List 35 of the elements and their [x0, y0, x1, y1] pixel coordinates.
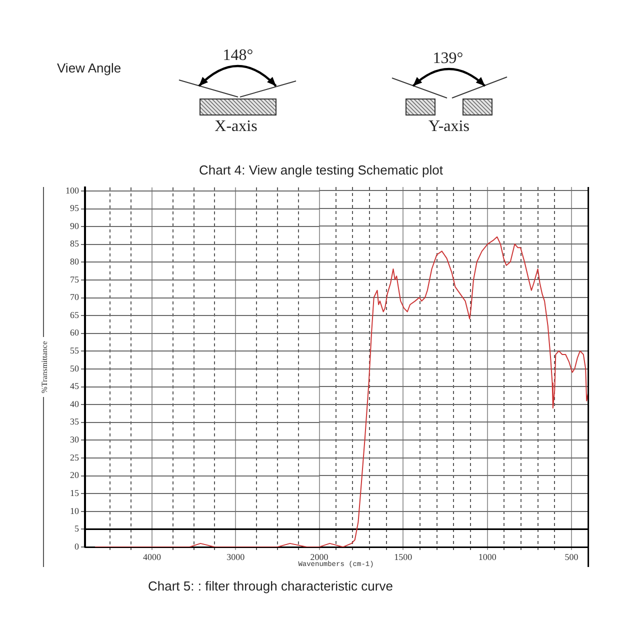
y-tick-label: 0 — [74, 541, 80, 552]
x-tick-label: 4000 — [142, 552, 162, 562]
text: 139° — [432, 50, 464, 68]
x-tick-label: 500 — [564, 552, 579, 562]
text: Y-axis — [428, 118, 470, 136]
x-tick-label: 3000 — [226, 552, 246, 562]
y-tick-label: 65 — [70, 310, 80, 320]
caption: Chart 5: : filter through characteristic curve — [148, 578, 393, 594]
y-tick-label: 60 — [70, 328, 80, 338]
y-tick-label: 95 — [70, 203, 80, 214]
y-tick-label: 80 — [70, 256, 80, 267]
text: X-axis — [214, 118, 258, 136]
y-axis-title: %Transmittance — [40, 340, 49, 394]
y-tick-label: 45 — [70, 381, 80, 392]
y-tick-label: 25 — [70, 452, 80, 462]
y-tick-label: 5 — [74, 524, 80, 534]
y-tick-label: 55 — [70, 346, 80, 356]
text: View Angle — [57, 60, 122, 76]
y-tick-label: 100 — [66, 185, 80, 196]
y-tick-label: 40 — [70, 398, 80, 409]
x-tick-label: 1500 — [394, 552, 413, 562]
x-tick-label: 1000 — [478, 552, 497, 562]
y-tick-label: 30 — [70, 434, 80, 445]
x-tick-label: 2000 — [310, 552, 329, 562]
text: 148° — [222, 47, 254, 65]
y-tick-label: 70 — [70, 292, 80, 302]
y-tick-label: 85 — [70, 238, 80, 249]
y-tick-label: 15 — [70, 488, 80, 498]
y-tick-label: 35 — [70, 416, 80, 427]
y-tick-label: 75 — [70, 274, 80, 284]
y-tick-label: 50 — [70, 363, 80, 374]
caption: Chart 4: View angle testing Schematic plot — [198, 162, 444, 178]
y-tick-label: 90 — [70, 220, 80, 231]
y-tick-label: 10 — [70, 506, 80, 516]
y-tick-label: 20 — [70, 470, 80, 480]
